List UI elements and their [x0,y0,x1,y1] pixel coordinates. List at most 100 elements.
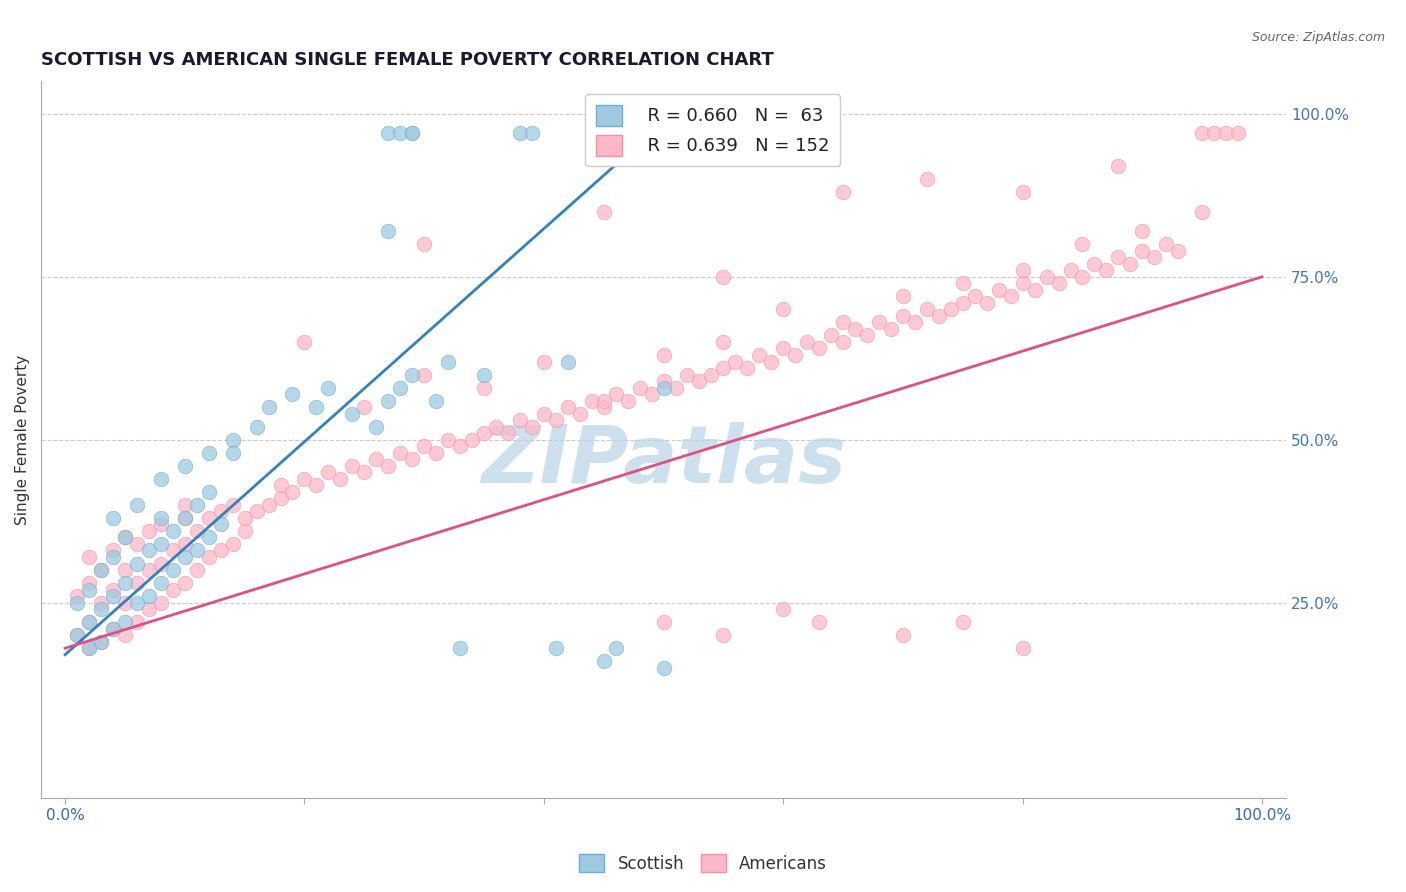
Point [496,426,519,441]
Point [1191,127,1213,141]
Point [90,563,112,577]
Text: Source: ZipAtlas.com: Source: ZipAtlas.com [1251,31,1385,45]
Point [616,393,638,408]
Point [101,543,124,558]
Point [162,524,184,538]
Point [366,419,388,434]
Point [568,407,591,421]
Point [844,322,866,336]
Point [138,589,160,603]
Point [294,472,316,486]
Point [173,511,195,525]
Point [1167,244,1189,258]
Point [138,543,160,558]
Point [1000,289,1022,303]
Point [891,309,914,323]
Point [652,661,675,675]
Point [472,368,495,382]
Point [796,334,818,349]
Point [1083,257,1105,271]
Point [1107,250,1129,264]
Point [186,563,208,577]
Point [101,511,124,525]
Point [1011,641,1033,656]
Point [233,511,256,525]
Point [544,413,567,427]
Point [1143,250,1166,264]
Point [557,354,579,368]
Point [509,127,531,141]
Point [173,511,195,525]
Point [1130,224,1153,238]
Point [233,524,256,538]
Point [1227,127,1250,141]
Point [772,602,794,616]
Point [389,127,412,141]
Point [915,302,938,317]
Point [114,531,136,545]
Point [772,342,794,356]
Point [138,602,160,616]
Legend:   R = 0.660   N =  63,   R = 0.639   N = 152: R = 0.660 N = 63, R = 0.639 N = 152 [585,94,841,167]
Point [77,582,100,597]
Point [149,557,172,571]
Point [785,348,807,362]
Point [592,393,614,408]
Point [125,576,148,591]
Point [209,504,232,518]
Point [664,381,686,395]
Point [1191,204,1213,219]
Point [90,596,112,610]
Point [342,407,364,421]
Point [221,537,243,551]
Point [485,419,508,434]
Point [186,543,208,558]
Point [808,342,831,356]
Point [162,563,184,577]
Point [1047,277,1070,291]
Point [173,576,195,591]
Point [149,576,172,591]
Point [90,602,112,616]
Point [711,334,734,349]
Point [820,328,842,343]
Point [66,589,89,603]
Point [209,543,232,558]
Point [592,654,614,668]
Point [173,498,195,512]
Point [700,368,723,382]
Point [245,419,267,434]
Point [437,433,460,447]
Point [318,381,340,395]
Point [90,634,112,648]
Point [149,517,172,532]
Point [173,458,195,473]
Point [652,381,675,395]
Point [472,426,495,441]
Point [832,334,855,349]
Point [186,498,208,512]
Point [976,296,998,310]
Point [711,269,734,284]
Point [605,387,627,401]
Point [114,563,136,577]
Point [377,458,399,473]
Point [90,634,112,648]
Point [90,563,112,577]
Point [389,446,412,460]
Point [963,289,986,303]
Point [952,277,974,291]
Point [125,615,148,629]
Point [318,465,340,479]
Point [891,628,914,642]
Point [101,582,124,597]
Point [413,368,436,382]
Point [628,381,651,395]
Point [125,498,148,512]
Point [987,283,1010,297]
Point [461,433,484,447]
Point [1119,257,1142,271]
Point [652,348,675,362]
Text: ZIPatlas: ZIPatlas [481,422,846,500]
Point [544,641,567,656]
